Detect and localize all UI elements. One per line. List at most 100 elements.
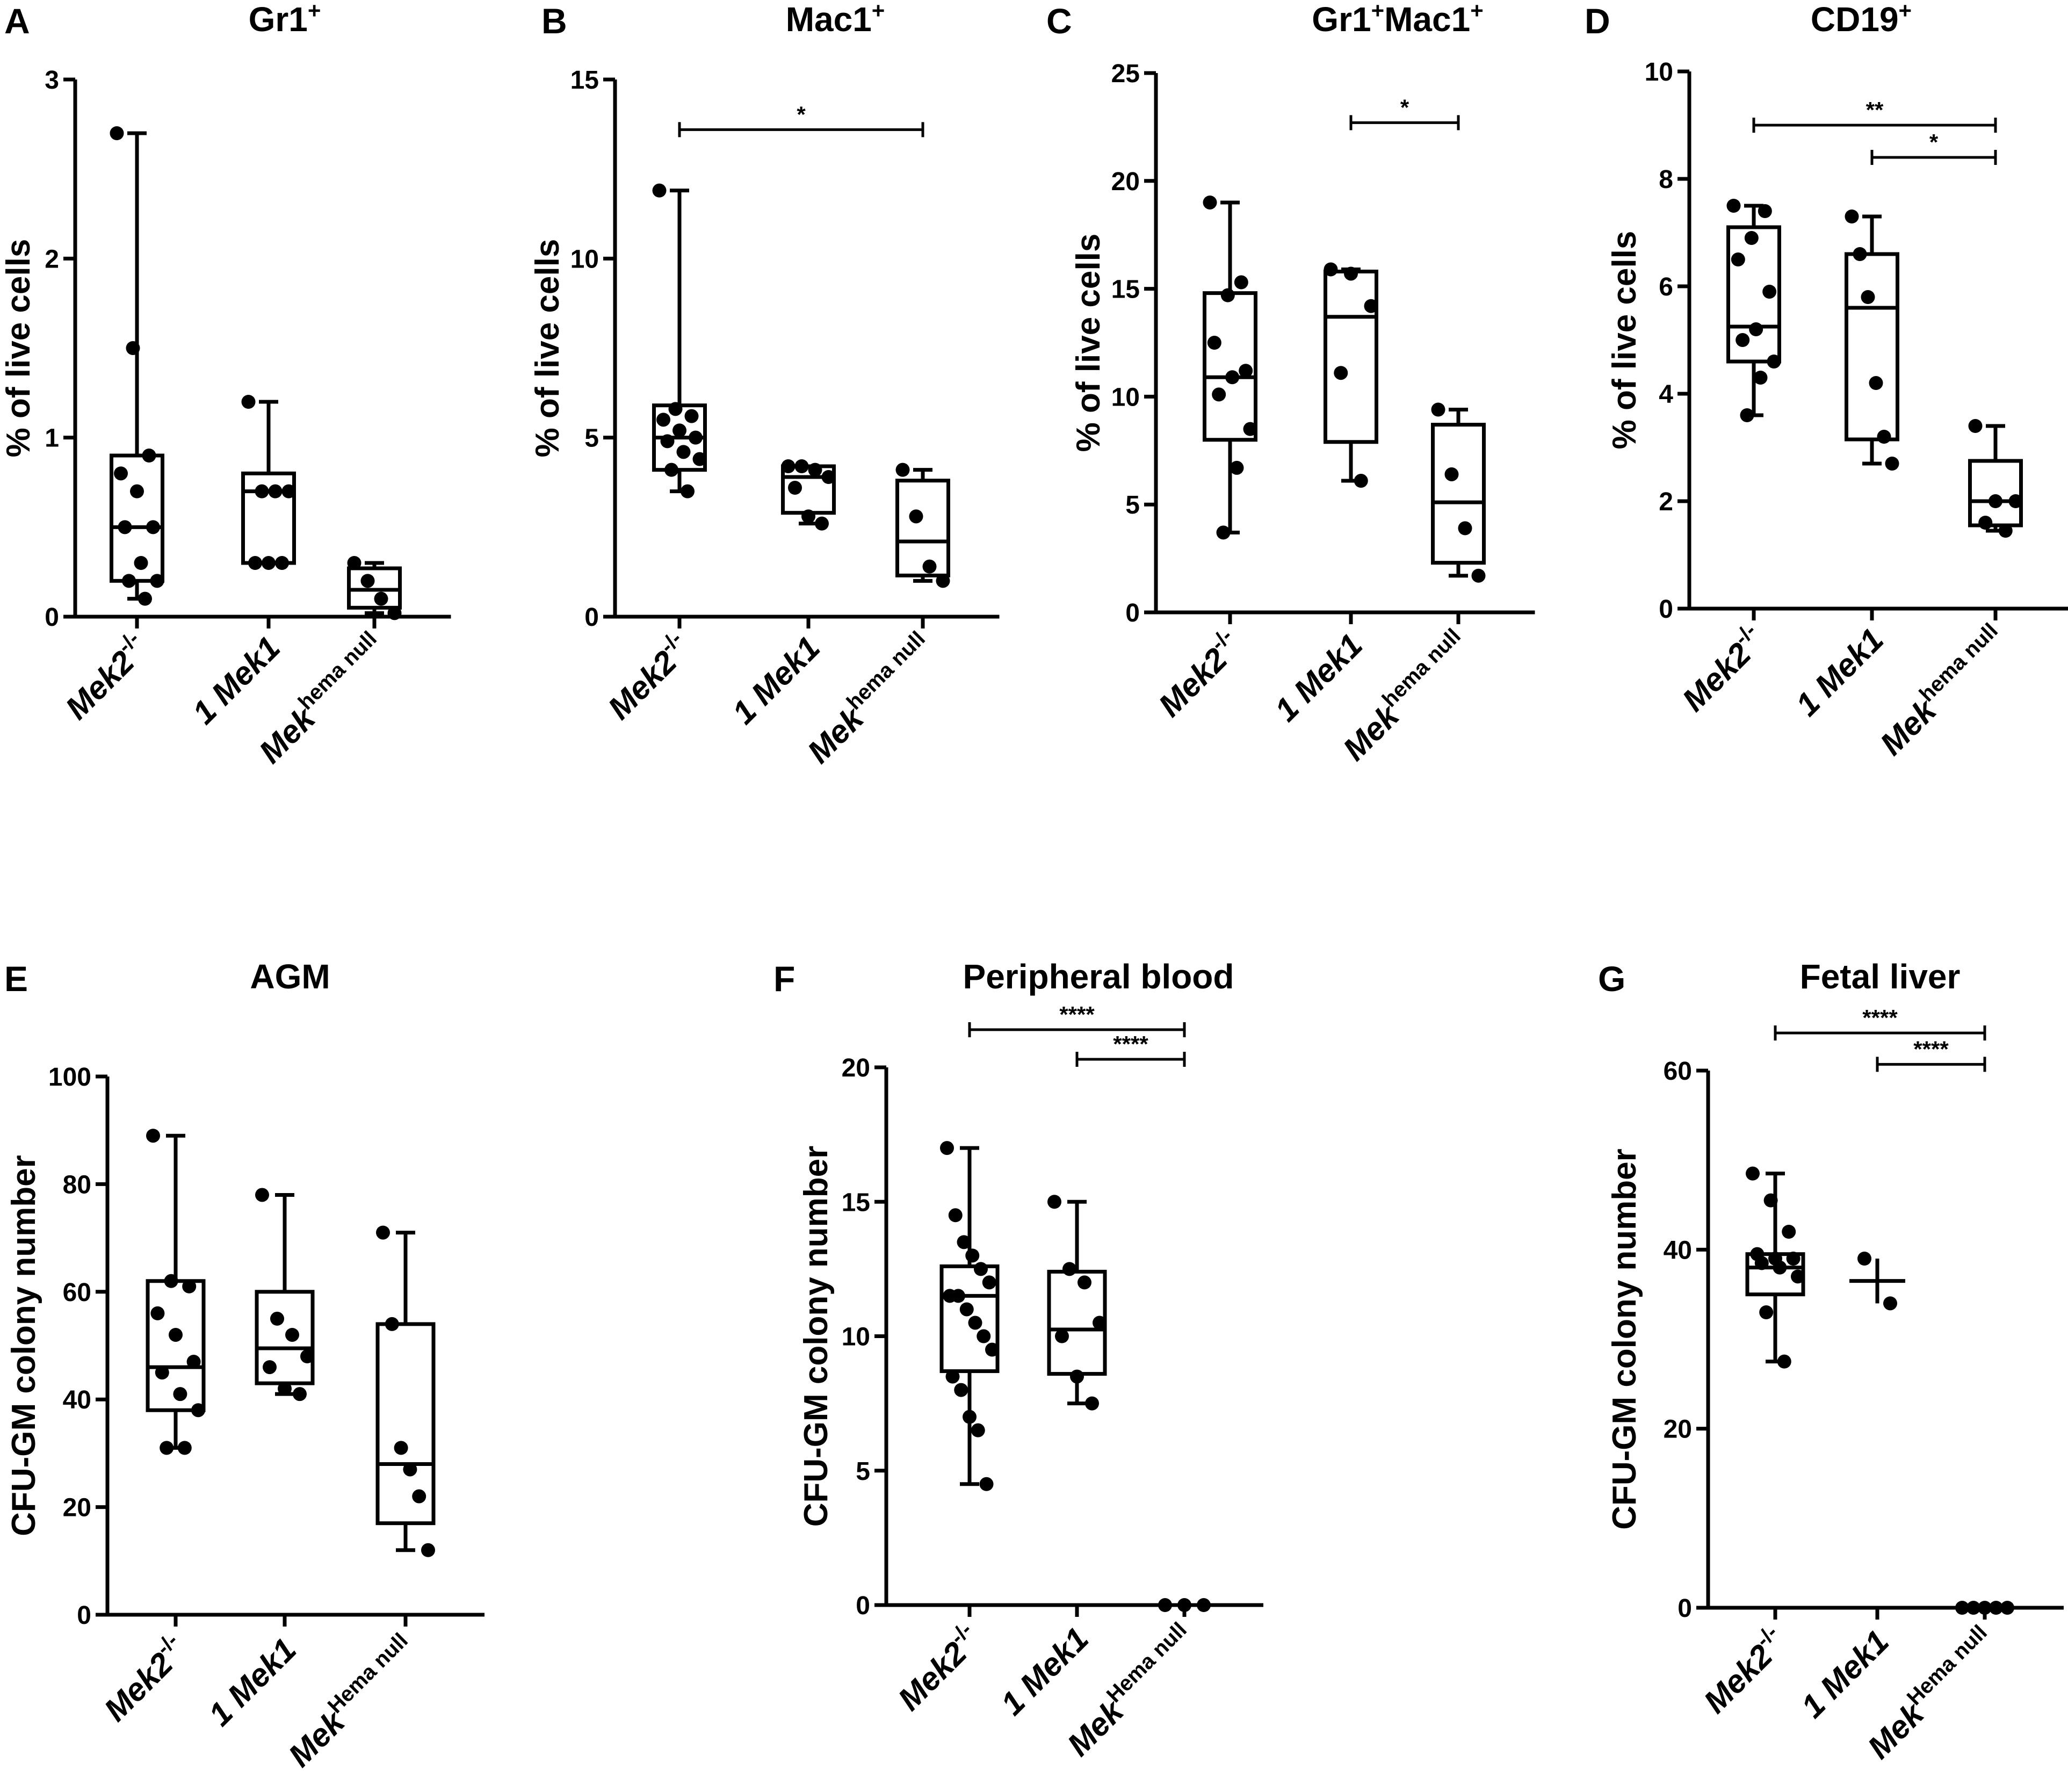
data-point — [1759, 1305, 1774, 1319]
data-point — [664, 463, 678, 477]
data-point — [1354, 474, 1368, 488]
data-point — [1978, 1601, 1992, 1615]
data-point — [347, 556, 361, 570]
panel-letter: B — [541, 1, 567, 41]
data-point — [909, 509, 923, 524]
data-point — [1746, 1166, 1760, 1181]
box — [895, 479, 950, 577]
series-2 — [1324, 262, 1378, 488]
data-point — [965, 1248, 980, 1263]
box — [1324, 269, 1378, 444]
data-point — [270, 1311, 284, 1326]
data-point — [134, 556, 148, 570]
data-point — [268, 484, 283, 498]
y-tick-label: 0 — [1659, 595, 1673, 624]
panel-b: B Mac1+ % of live cells 0 5 10 15 Mek2-/- 1 Mek1… — [529, 0, 1000, 770]
data-point — [1085, 1396, 1099, 1411]
series-3 — [1968, 419, 2023, 538]
data-point — [676, 445, 691, 459]
data-point — [142, 449, 156, 463]
series-1 — [939, 1141, 1000, 1491]
data-point — [959, 1302, 974, 1317]
category-label: Mek2-/- — [598, 627, 698, 726]
y-tick-label: 20 — [842, 1054, 870, 1082]
data-point — [1458, 521, 1472, 536]
data-point — [971, 1423, 985, 1437]
data-point — [1857, 1252, 1871, 1266]
data-point — [1762, 285, 1777, 299]
significance-label: * — [797, 102, 806, 127]
data-point — [963, 1410, 977, 1424]
data-point — [1078, 1275, 1091, 1290]
panel-letter: G — [1598, 959, 1625, 999]
data-point — [922, 559, 937, 574]
data-point — [186, 1355, 201, 1369]
category-label: Mek2-/- — [95, 1629, 194, 1728]
data-point — [957, 1235, 971, 1249]
panel-title: Gr1+Mac1+ — [1312, 0, 1483, 39]
significance-bracket: **** — [1774, 1005, 1986, 1040]
y-tick-label: 60 — [63, 1278, 91, 1307]
significance-label: **** — [1113, 1031, 1148, 1057]
series-2 — [1849, 1252, 1905, 1311]
series-3 — [1955, 1601, 2014, 1615]
panel-c: C Gr1+Mac1+ % of live cells 0 5 10 15 20 25 Mek2-… — [1046, 0, 1535, 768]
data-point — [684, 409, 699, 423]
y-tick-label: 10 — [1645, 58, 1673, 86]
series-1 — [110, 126, 164, 606]
y-tick-label: 5 — [856, 1457, 870, 1486]
data-point — [255, 1188, 269, 1202]
data-point — [808, 463, 822, 477]
data-point — [394, 1441, 408, 1455]
data-point — [262, 556, 276, 570]
panel-letter: A — [4, 1, 30, 41]
data-point — [114, 466, 128, 481]
category-label: Mek2-/- — [1673, 619, 1772, 718]
y-tick-label: 10 — [842, 1323, 870, 1352]
box — [146, 1279, 206, 1412]
y-tick-label: 0 — [1677, 1594, 1692, 1623]
data-point — [150, 574, 164, 588]
data-point — [1220, 288, 1235, 302]
data-point — [376, 1225, 390, 1240]
significance-label: ** — [1866, 97, 1884, 122]
category-label: Mek2-/- — [1694, 1621, 1794, 1720]
data-point — [1230, 460, 1244, 475]
data-point — [1177, 1598, 1191, 1612]
data-point — [122, 574, 136, 588]
data-point — [1773, 1260, 1787, 1275]
y-tick-label: 0 — [584, 603, 599, 632]
data-point — [1740, 408, 1754, 422]
y-tick-label: 40 — [63, 1386, 91, 1414]
data-point — [1444, 467, 1459, 481]
data-point — [164, 1274, 178, 1288]
panel-f: F Peripheral blood CFU-GM colony number 0 5 1… — [773, 957, 1263, 1763]
data-point — [1243, 422, 1257, 436]
panel-g: G Fetal liver CFU-GM colony number 0 20 40 60 M… — [1598, 957, 2064, 1766]
data-point — [263, 1360, 277, 1375]
data-point — [387, 606, 402, 620]
data-point — [1203, 195, 1217, 209]
data-point — [293, 1387, 307, 1401]
y-tick-label: 40 — [1664, 1236, 1692, 1264]
series-1 — [652, 183, 707, 498]
y-tick-label: 5 — [584, 424, 599, 453]
category-label: Mek2-/- — [1149, 624, 1248, 724]
y-tick-label: 3 — [45, 66, 59, 95]
data-point — [1767, 355, 1781, 368]
data-point — [979, 1477, 994, 1491]
data-point — [1786, 1252, 1801, 1266]
y-tick-label: 10 — [1111, 383, 1140, 411]
significance-label: * — [1400, 95, 1409, 120]
y-tick-label: 15 — [842, 1188, 870, 1217]
data-point — [815, 516, 829, 531]
category-label: 1 Mek1 — [994, 1621, 1095, 1722]
panel-letter: D — [1585, 1, 1610, 41]
data-point — [1334, 366, 1348, 380]
category-label: Mek2-/- — [888, 1618, 988, 1717]
data-point — [945, 1369, 960, 1384]
box — [1431, 423, 1486, 565]
data-point — [1062, 1262, 1076, 1276]
data-point — [1749, 322, 1763, 336]
series-2 — [255, 1188, 315, 1401]
